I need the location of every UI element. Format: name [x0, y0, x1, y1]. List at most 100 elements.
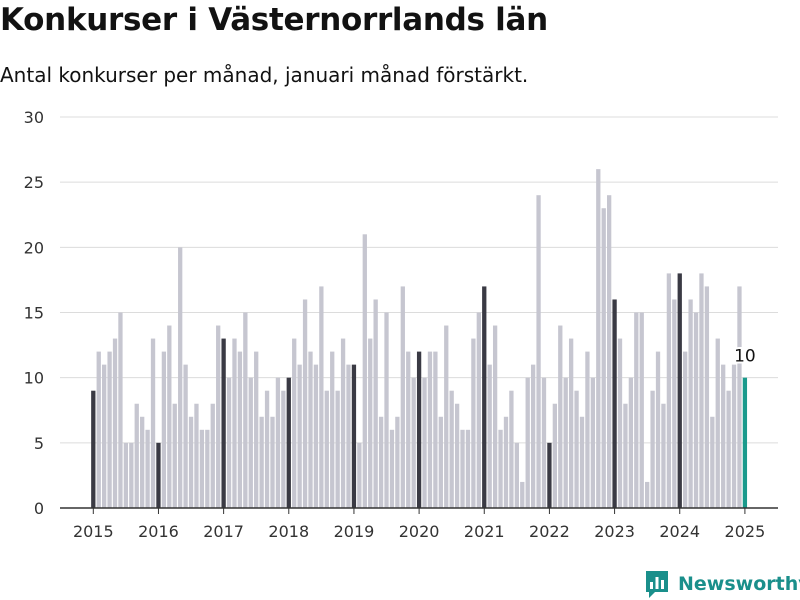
- bar: [286, 377, 291, 508]
- bar: [460, 429, 465, 508]
- y-tick-label: 25: [24, 173, 44, 192]
- y-tick-label: 20: [24, 238, 44, 257]
- bar: [520, 481, 525, 508]
- bar: [156, 442, 161, 508]
- bar: [118, 312, 123, 508]
- bar: [710, 416, 715, 508]
- bar: [655, 351, 661, 508]
- bar: [389, 429, 395, 508]
- bar: [677, 273, 682, 508]
- bar: [645, 481, 650, 508]
- bar: [688, 299, 693, 508]
- bar: [362, 234, 367, 509]
- bar: [666, 273, 672, 508]
- bar: [150, 338, 156, 508]
- bar: [140, 416, 145, 508]
- x-tick-label: 2024: [659, 522, 700, 541]
- bar: [178, 247, 183, 508]
- bar: [232, 338, 237, 508]
- bar: [634, 312, 639, 508]
- bar: [319, 286, 324, 508]
- bar: [167, 325, 172, 508]
- bar: [444, 325, 449, 508]
- bar: [373, 299, 378, 508]
- bar: [422, 377, 427, 508]
- bar: [161, 351, 167, 508]
- bar: [731, 364, 737, 508]
- bar: [471, 338, 476, 508]
- bar: [693, 312, 699, 508]
- y-tick-label: 0: [34, 499, 44, 518]
- bar: [145, 429, 150, 508]
- bar: [335, 390, 340, 508]
- bar: [237, 351, 243, 508]
- bar: [715, 338, 720, 508]
- bar: [400, 286, 405, 508]
- x-tick-label: 2016: [138, 522, 179, 541]
- bar: [672, 299, 677, 508]
- bar: [297, 364, 302, 508]
- bar: [351, 364, 357, 508]
- bar: [270, 416, 275, 508]
- bar: [579, 416, 585, 508]
- bar: [346, 364, 351, 508]
- x-axis: 2015 2016 2017 2018 2019 2020 2021 2022 2023 2024…: [60, 507, 778, 541]
- bar: [704, 286, 710, 508]
- bar: [112, 338, 118, 508]
- bar: [585, 351, 590, 508]
- bar: [465, 429, 471, 508]
- bar: [205, 429, 210, 508]
- bar: [590, 377, 596, 508]
- bar: [492, 325, 498, 508]
- x-tick-label: 2017: [203, 522, 244, 541]
- bar: [558, 325, 563, 508]
- x-tick-label: 2022: [529, 522, 570, 541]
- chart-title: Konkurser i Västernorrlands län: [0, 2, 548, 38]
- bar: [628, 377, 634, 508]
- bar: [476, 312, 481, 508]
- brand-name: Newsworthy: [678, 573, 800, 595]
- bar: [601, 208, 606, 509]
- brand[interactable]: Newsworthy: [644, 568, 800, 600]
- bar: [221, 338, 226, 508]
- bar: [541, 377, 547, 508]
- bar: [357, 442, 362, 508]
- bar: [650, 390, 655, 508]
- bar: [661, 403, 666, 508]
- bar: [368, 338, 373, 508]
- bar: [226, 377, 232, 508]
- bar: [194, 403, 199, 508]
- bar: [308, 351, 313, 508]
- bar: [254, 351, 259, 508]
- y-tick-label: 5: [34, 434, 44, 453]
- bar: [102, 364, 107, 508]
- chart-subtitle: Antal konkurser per månad, januari månad…: [0, 63, 529, 87]
- bar: [514, 442, 519, 508]
- bar: [568, 338, 574, 508]
- newsworthy-logo-icon: [646, 571, 668, 598]
- x-tick-label: 2023: [594, 522, 635, 541]
- y-tick-label: 10: [24, 369, 44, 388]
- bar: [639, 312, 644, 508]
- bar: [438, 416, 443, 508]
- y-axis: 0 5 10 15 20 25 30: [24, 108, 44, 518]
- bar: [183, 364, 188, 508]
- bar: [563, 377, 568, 508]
- bar: [411, 377, 416, 508]
- bar: [123, 442, 129, 508]
- bar: [96, 351, 101, 508]
- bar: [547, 442, 552, 508]
- bar: [482, 286, 487, 508]
- last-value-label: 10: [734, 347, 756, 367]
- bar: [623, 403, 628, 508]
- bar: [596, 169, 601, 508]
- bar: [525, 377, 530, 508]
- bar: [134, 403, 139, 508]
- bar: [302, 299, 308, 508]
- bar: [427, 351, 433, 508]
- bar: [737, 286, 742, 508]
- x-tick-label: 2021: [464, 522, 505, 541]
- bar: [248, 377, 253, 508]
- bar: [612, 299, 617, 508]
